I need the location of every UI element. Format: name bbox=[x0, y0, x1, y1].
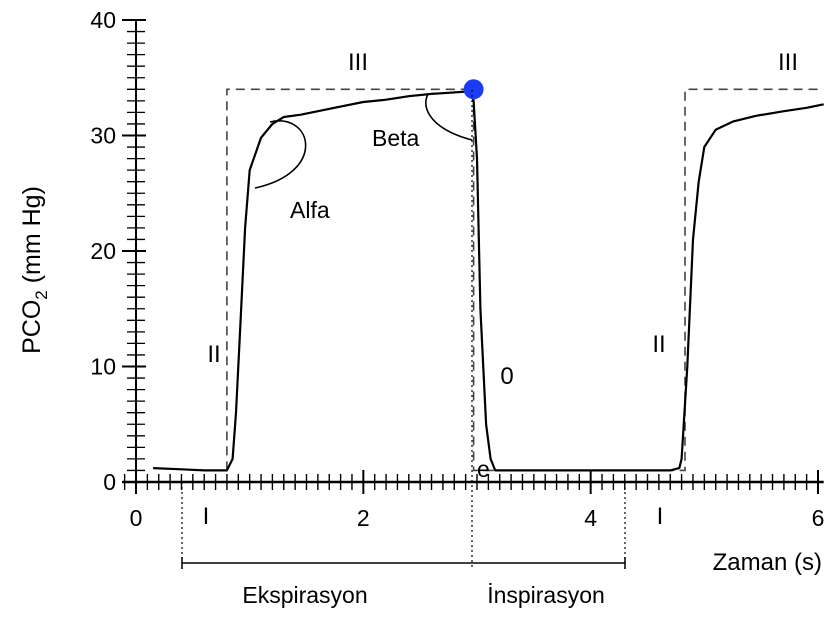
ideal-dashed-line bbox=[226, 88, 824, 472]
x-tick-label: 6 bbox=[812, 505, 825, 531]
e-label: e bbox=[477, 456, 490, 482]
expiration-label: Ekspirasyon bbox=[242, 582, 367, 608]
y-tick-label: 40 bbox=[90, 7, 116, 33]
axes: 0 10 20 30 40 0 2 4 6 bbox=[90, 7, 824, 531]
inspiration-label: İnspirasyon bbox=[487, 582, 605, 608]
phase-label-iii-second: III bbox=[778, 49, 798, 76]
y-tick-label: 20 bbox=[90, 238, 116, 264]
phase-label-i-first: I bbox=[203, 503, 210, 530]
phase-label-iii-first: III bbox=[348, 49, 368, 76]
y-tick-label: 0 bbox=[103, 469, 116, 495]
beta-angle-arc bbox=[425, 93, 473, 141]
phase-label-i-second: I bbox=[657, 503, 664, 530]
x-tick-label: 0 bbox=[130, 505, 143, 531]
end-tidal-marker-point bbox=[463, 79, 484, 100]
alpha-label: Alfa bbox=[290, 197, 330, 223]
x-tick-label: 4 bbox=[584, 505, 597, 531]
phase-label-ii-second: II bbox=[652, 331, 665, 358]
phase-label-ii-first: II bbox=[207, 341, 220, 368]
ideal-dashed-waveform bbox=[226, 88, 824, 472]
pco2-curve bbox=[153, 89, 824, 472]
y-tick-label: 30 bbox=[90, 123, 116, 149]
y-tick-label: 10 bbox=[90, 354, 116, 380]
phase-label-0: 0 bbox=[500, 363, 513, 390]
x-tick-label: 2 bbox=[357, 505, 370, 531]
y-axis-label: PCO2 (mm Hg) bbox=[18, 186, 51, 354]
pco2-series-line bbox=[153, 89, 824, 472]
alpha-angle-arc bbox=[254, 120, 307, 189]
x-axis-label: Zaman (s) bbox=[713, 549, 822, 576]
beta-label: Beta bbox=[372, 125, 420, 151]
